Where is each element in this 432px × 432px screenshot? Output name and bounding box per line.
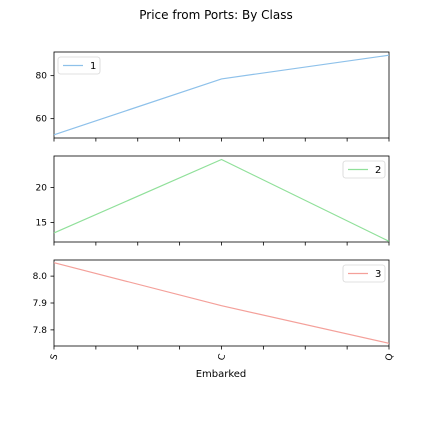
panels: 60 80 1 15 20 2 7.8 7.9 8.0 3 (33, 51, 390, 350)
panel-frame (53, 155, 390, 243)
panel-2: 15 20 2 (36, 155, 390, 246)
x-axis-label: Embarked (196, 369, 247, 380)
series-line-1 (53, 54, 390, 136)
y-tick-label: 80 (36, 72, 48, 82)
y-tick-label: 15 (36, 218, 47, 228)
x-tick-label-S: S (49, 353, 60, 361)
panel-frame (53, 259, 390, 347)
y-tick-label: 8.0 (33, 272, 48, 282)
y-tick-label: 7.8 (33, 326, 48, 336)
panel-1: 60 80 1 (36, 51, 390, 142)
legend-1: 1 (57, 56, 101, 75)
series-line-3 (53, 262, 390, 344)
y-tick-label: 20 (36, 183, 48, 193)
legend-2: 2 (342, 160, 386, 179)
series-line-2 (53, 158, 390, 242)
legend-3: 3 (342, 264, 386, 283)
panel-frame (53, 51, 390, 139)
chart-title: Price from Ports: By Class (139, 8, 292, 22)
x-tick-label-C: C (217, 353, 228, 362)
y-tick-label: 7.9 (33, 299, 48, 309)
legend-label: 2 (375, 165, 381, 176)
legend-label: 3 (375, 269, 381, 280)
y-tick-label: 60 (36, 115, 48, 125)
panel-3: 7.8 7.9 8.0 3 (33, 259, 390, 350)
legend-label: 1 (90, 61, 96, 72)
x-tick-label-Q: Q (384, 353, 395, 362)
